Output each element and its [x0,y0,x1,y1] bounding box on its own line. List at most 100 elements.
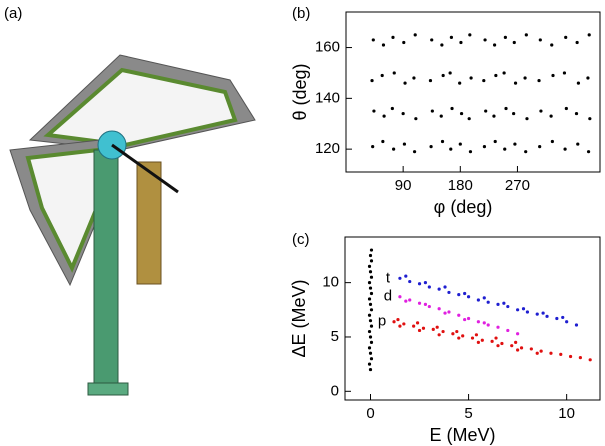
scatter-point [494,74,497,77]
scatter-point [369,335,372,338]
scatter-point [408,280,411,283]
scatter-point [429,79,432,82]
scatter-point [514,341,517,344]
scatter-point [537,79,540,82]
scatter-point [370,79,373,82]
scatter-point [391,107,394,110]
scatter-point [576,142,579,145]
scatter-point [496,303,499,306]
scatter-point [369,352,372,355]
scatter-point [481,339,484,342]
scatter-point [370,259,373,262]
scatter-point [475,333,478,336]
scatter-point [368,314,371,317]
scatter-point [418,329,421,332]
scatter-point [502,302,505,305]
y-tick-label: 0 [331,382,339,399]
scatter-point [504,107,507,110]
scatter-point [565,107,568,110]
scatter-point [459,41,462,44]
scatter-point [563,148,566,151]
pole-base [88,383,128,395]
scatter-point [408,298,411,301]
scatter-point [422,327,425,330]
scatter-point [463,318,466,321]
scatter-point [506,329,509,332]
scatter-point [512,112,515,115]
scatter-point [516,308,519,311]
scatter-point [503,148,506,151]
scatter-point [575,112,578,115]
scatter-point [514,82,517,85]
scatter-point [402,322,405,325]
scatter-point [457,293,460,296]
scatter-point [523,76,526,79]
scatter-point [424,303,427,306]
x-tick-label: 10 [558,405,575,422]
scatter-point [506,305,509,308]
scatter-point [372,109,375,112]
scatter-point [440,43,443,46]
scatter-point [550,43,553,46]
scatter-point [383,115,386,118]
scatter-point [391,36,394,39]
scatter-point [525,117,528,120]
scatter-point [440,115,443,118]
scatter-point [416,321,419,324]
scatter-point [530,347,533,350]
y-tick-label: 120 [315,140,340,157]
scatter-point [369,254,372,257]
scatter-point [396,318,399,321]
scatter-point [510,344,513,347]
scatter-point [381,74,384,77]
scatter-point [555,317,558,320]
scatter-point [449,148,452,151]
scatter-point [404,275,407,278]
scatter-point [588,117,591,120]
scatter-point [432,328,435,331]
scatter-point [516,348,519,351]
scatter-point [551,74,554,77]
scatter-point [449,71,452,74]
scatter-point [418,282,421,285]
scatter-point [536,313,539,316]
scatter-point [538,145,541,148]
scatter-point [487,323,490,326]
figure: (a) 90180270120140160φ (deg)θ (deg)(b)05… [0,0,605,446]
scatter-point [487,301,490,304]
scatter-point [451,332,454,335]
series-label: d [384,288,392,305]
scatter-point [524,150,527,153]
scatter-point [441,140,444,143]
scatter-point [493,43,496,46]
scatter-point [483,145,486,148]
y-axis-label: ΔE (MeV) [289,279,309,357]
panel-label: (c) [292,231,310,248]
scatter-point [513,41,516,44]
scatter-point [520,346,523,349]
plot-frame [346,12,600,172]
scatter-point [382,43,385,46]
scatter-point [539,109,542,112]
x-axis-label: φ (deg) [434,197,493,217]
scatter-point [398,325,401,328]
scatter-point [496,326,499,329]
scatter-point [564,36,567,39]
target-ladder [137,162,161,284]
scatter-point [471,336,474,339]
scatter-point [368,297,371,300]
scatter-point [392,320,395,323]
scatter-point [460,112,463,115]
scatter-point [496,344,499,347]
scatter-point [540,350,543,353]
panel-label: (a) [4,5,22,22]
scatter-point [398,277,401,280]
scatter-point [513,142,516,145]
scatter-point [370,325,373,328]
page: (a) 90180270120140160φ (deg)θ (deg)(b)05… [0,0,605,446]
scatter-point [467,295,470,298]
scatter-point [418,302,421,305]
scatter-point [483,321,486,324]
scatter-point [491,340,494,343]
scatter-point [369,368,372,371]
